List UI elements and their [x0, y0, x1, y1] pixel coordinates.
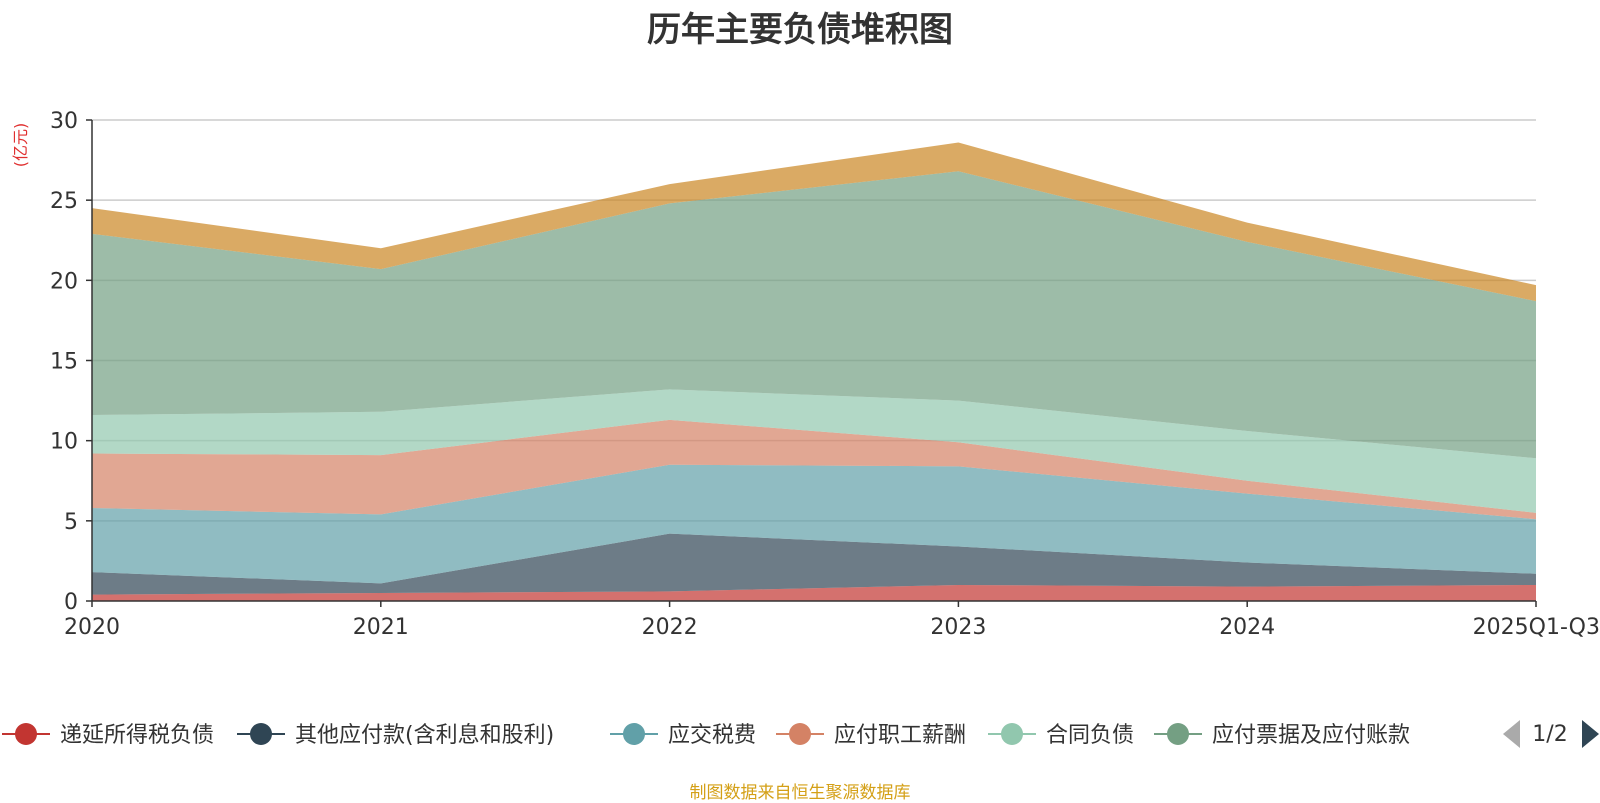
legend-item[interactable]: 应交税费 — [610, 723, 756, 748]
legend-label: 递延所得税负债 — [60, 723, 214, 748]
area-series-6[interactable] — [92, 171, 1536, 459]
x-tick-label: 2024 — [1219, 615, 1275, 640]
legend-circle-icon — [1167, 723, 1189, 745]
y-axis-label: (亿元) — [11, 123, 30, 168]
legend-pager: 1/2 — [1503, 720, 1599, 748]
area-series-5[interactable] — [92, 389, 1536, 513]
y-tick-label: 15 — [50, 350, 78, 375]
legend-circle-icon — [623, 723, 645, 745]
area-series-7[interactable] — [92, 142, 1536, 302]
legend-circle-icon — [1001, 723, 1023, 745]
chart-title: 历年主要负债堆积图 — [647, 10, 953, 50]
y-tick-label: 5 — [64, 510, 78, 535]
legend-label: 合同负债 — [1046, 723, 1134, 748]
legend-label: 应付职工薪酬 — [834, 723, 966, 748]
legend-page-indicator: 1/2 — [1532, 722, 1567, 747]
legend-next-arrow-icon[interactable] — [1582, 720, 1599, 748]
x-tick-label: 2022 — [642, 615, 698, 640]
y-tick-label: 30 — [50, 109, 78, 134]
legend-item[interactable]: 其他应付款(含利息和股利) — [237, 723, 554, 748]
area-series-3[interactable] — [92, 464, 1536, 584]
y-tick-label: 25 — [50, 189, 78, 214]
legend-circle-icon — [15, 723, 37, 745]
legend-prev-arrow-icon[interactable] — [1503, 720, 1520, 748]
x-tick-label: 2023 — [930, 615, 986, 640]
y-tick-label: 20 — [50, 269, 78, 294]
y-tick-label: 10 — [50, 430, 78, 455]
legend: 递延所得税负债 其他应付款(含利息和股利) 应交税费 应付职工薪酬 合同负债 应付票据及应… — [2, 723, 1410, 748]
legend-item[interactable]: 应付职工薪酬 — [776, 723, 966, 748]
legend-item[interactable]: 合同负债 — [988, 723, 1134, 748]
legend-circle-icon — [789, 723, 811, 745]
x-tick-label: 2021 — [353, 615, 409, 640]
axis-ticks: 0 5 10 15 20 25 30 2020 2021 2022 2023 2024 2025Q1-Q… — [50, 109, 1600, 640]
x-tick-label: 2020 — [64, 615, 120, 640]
area-series-4[interactable] — [92, 419, 1536, 520]
source-note: 制图数据来自恒生聚源数据库 — [689, 783, 911, 803]
area-series-group — [92, 142, 1536, 601]
area-series-2[interactable] — [92, 533, 1536, 595]
legend-label: 应付票据及应付账款 — [1212, 723, 1410, 748]
x-tick-label: 2025Q1-Q3 — [1473, 615, 1600, 640]
area-series-1[interactable] — [92, 584, 1536, 601]
y-tick-label: 0 — [64, 590, 78, 615]
legend-circle-icon — [250, 723, 272, 745]
legend-item[interactable]: 应付票据及应付账款 — [1154, 723, 1410, 748]
legend-item[interactable]: 递延所得税负债 — [2, 723, 214, 748]
legend-label: 应交税费 — [668, 723, 756, 748]
legend-label: 其他应付款(含利息和股利) — [295, 723, 554, 748]
